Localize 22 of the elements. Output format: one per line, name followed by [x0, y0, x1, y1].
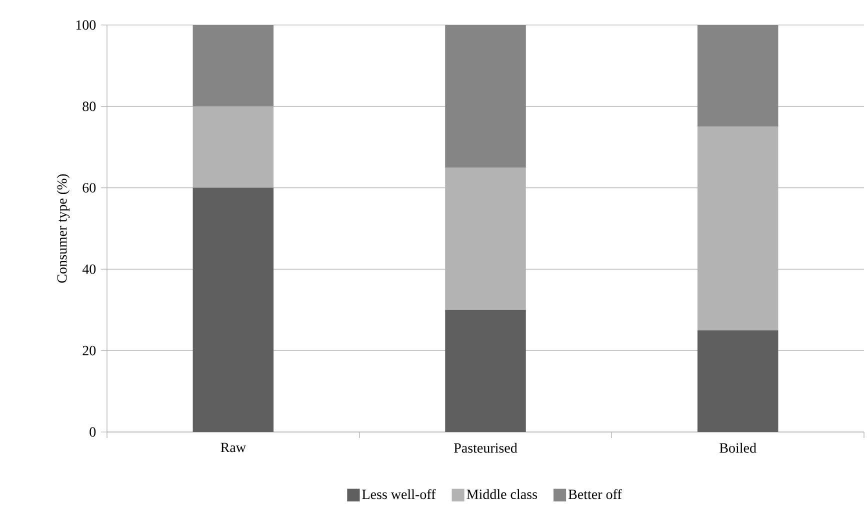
legend-label: Middle class — [466, 489, 537, 500]
legend-label: Less well-off — [362, 489, 436, 500]
y-tick-label: 20 — [82, 346, 96, 356]
y-tick-label: 60 — [82, 183, 96, 193]
y-tick-label: 100 — [76, 20, 96, 30]
legend-label: Better off — [568, 489, 622, 500]
bar — [697, 330, 778, 432]
bar — [445, 310, 526, 432]
bar — [445, 24, 526, 168]
y-axis-title: Consumer type (%) — [56, 174, 70, 283]
y-tick-label: 0 — [90, 427, 96, 437]
y-tick-label: 80 — [82, 102, 96, 112]
bar — [445, 167, 526, 310]
bar — [697, 126, 778, 330]
bar — [192, 188, 274, 432]
bar — [697, 24, 778, 127]
bar — [192, 106, 274, 188]
y-tick-label: 40 — [82, 264, 96, 274]
x-tick-label: Boiled — [720, 442, 756, 453]
x-tick-label: Pasteurised — [454, 442, 518, 453]
x-tick-label: Raw — [220, 442, 246, 452]
bar — [192, 24, 274, 106]
